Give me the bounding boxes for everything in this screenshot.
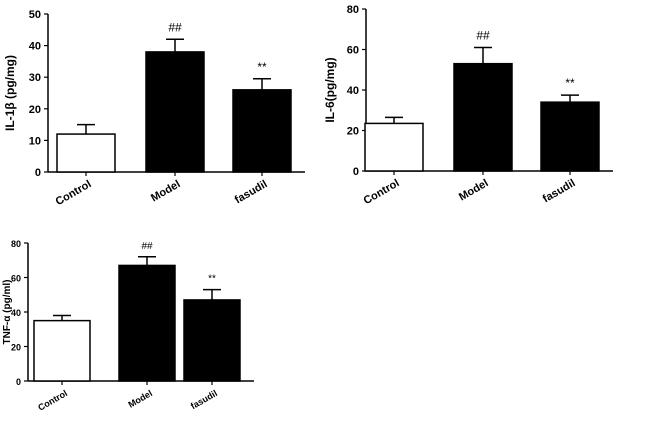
y-axis-label: IL-1β (pg/mg) — [3, 55, 17, 131]
significance-label: ** — [257, 60, 267, 74]
y-tick-label: 30 — [29, 72, 41, 84]
bar-control — [56, 133, 116, 173]
significance-label: ## — [476, 28, 490, 42]
chart-3: 0 20 40 60 80 TNF-α (pg/ml) Control ## Model ** fa… — [2, 239, 254, 413]
y-axis-label: TNF-α (pg/ml) — [2, 279, 13, 344]
significance-label: ## — [168, 20, 182, 34]
y-tick-label: 60 — [347, 45, 359, 57]
bar-fasudil — [232, 89, 292, 173]
significance-label: ## — [141, 241, 153, 252]
y-tick-label: 40 — [347, 85, 359, 97]
chart-1: 0 10 20 30 40 50 IL-1β (pg/mg) Control ## Model **… — [3, 9, 305, 208]
x-tick-label: Control — [362, 177, 402, 207]
significance-label: ** — [208, 274, 216, 285]
significance-label: ** — [565, 76, 575, 90]
y-axis-label: IL-6(pg/mg) — [323, 57, 337, 122]
x-tick-label: Model — [457, 177, 491, 203]
x-tick-label: Model — [126, 388, 154, 410]
bar-fasudil — [183, 299, 241, 382]
y-tick-label: 80 — [11, 239, 21, 249]
bar-control — [364, 122, 424, 172]
y-tick-label: 10 — [29, 135, 41, 147]
x-tick-label: Model — [149, 178, 183, 204]
bar-control — [33, 319, 91, 382]
y-tick-label: 20 — [347, 126, 359, 138]
chart-2: 0 20 40 60 80 IL-6(pg/mg) Control ## Model ** fasu… — [323, 4, 613, 207]
y-tick-label: 60 — [11, 274, 21, 284]
y-tick-label: 20 — [11, 343, 21, 353]
x-tick-label: fasudil — [189, 388, 219, 411]
y-tick-label: 0 — [16, 377, 21, 387]
bar-model — [118, 264, 176, 382]
bar-fasudil — [540, 101, 600, 172]
x-tick-label: Control — [54, 178, 94, 208]
bar-model — [453, 62, 513, 172]
bar-model — [145, 51, 205, 173]
x-tick-label: fasudil — [541, 177, 578, 205]
y-tick-label: 0 — [35, 167, 41, 179]
y-tick-label: 50 — [29, 9, 41, 21]
y-tick-label: 40 — [11, 308, 21, 318]
x-tick-label: fasudil — [233, 178, 270, 206]
y-tick-label: 0 — [353, 166, 359, 178]
y-tick-label: 20 — [29, 104, 41, 116]
y-tick-label: 80 — [347, 4, 359, 16]
y-tick-label: 40 — [29, 41, 41, 53]
x-tick-label: Control — [36, 388, 69, 413]
